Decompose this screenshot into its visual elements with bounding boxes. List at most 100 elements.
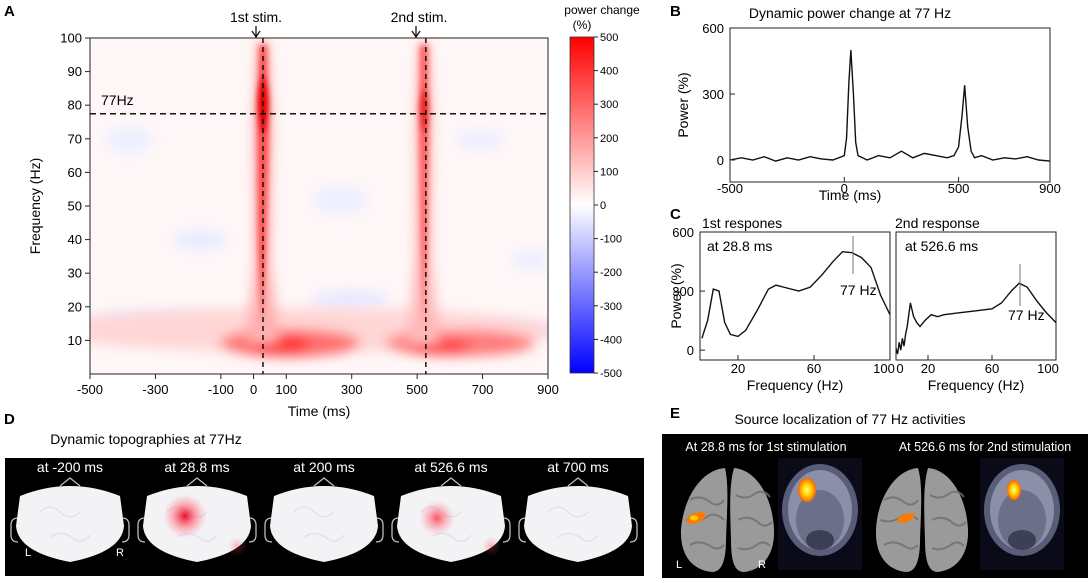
panel-c-right-frame <box>895 231 1057 361</box>
a-y-tick-label: 40 <box>68 232 82 247</box>
panel-c-right-spectrum <box>895 282 1057 355</box>
colorbar-tick-label: -400 <box>600 334 622 346</box>
c-right-x-tick-label: 20 <box>921 361 935 376</box>
ref-line-label: 77Hz <box>101 92 134 108</box>
panel-c-right-time: at 526.6 ms <box>905 238 978 254</box>
topo-contours <box>293 506 345 542</box>
c-y-tick-label: 0 <box>687 343 694 358</box>
panel-a-ylabel: Frequency (Hz) <box>27 158 43 254</box>
topo-frame-label: at -200 ms <box>37 459 103 475</box>
colorbar-ticks: 500 400 300 200 100 0 -100 -200 -300 -400 -500 <box>594 32 622 380</box>
topo-activation-blob <box>419 500 455 536</box>
brain-surface-left <box>680 468 775 572</box>
a-x-tick-label: -500 <box>77 382 103 397</box>
topo-left-ear <box>391 517 400 543</box>
topo-activation-blob <box>481 536 501 556</box>
panel-c-left-spectrum <box>701 250 891 339</box>
c-left-x-tick-label: 100 <box>873 361 895 376</box>
panel-c-letter: C <box>670 206 681 223</box>
a-x-tick-label: -100 <box>208 382 234 397</box>
panel-c-left-frame <box>699 231 891 361</box>
colorbar-tick-label: 0 <box>600 200 606 212</box>
a-x-tick-label: -300 <box>142 382 168 397</box>
panel-a-xlabel: Time (ms) <box>288 403 350 419</box>
a-y-tick-label: 100 <box>60 31 82 46</box>
topo-frame: at 28.8 ms <box>137 459 257 562</box>
topo-frame-label: at 28.8 ms <box>164 459 229 475</box>
panel-a-y-ticks: 10 20 30 40 50 60 70 80 90 100 <box>60 31 90 348</box>
b-x-tick-label: -500 <box>717 181 743 196</box>
a-x-tick-label: 700 <box>472 382 494 397</box>
panel-a-x-ticks: -500 -300 -100 0 100 300 500 700 900 <box>77 374 559 397</box>
topo-left-ear <box>518 517 527 543</box>
stim-1-arrow <box>251 26 261 39</box>
panel-e-right-caption: At 526.6 ms for 2nd stimulation <box>899 440 1071 454</box>
colorbar-tick-label: 100 <box>600 166 618 178</box>
topo-left-ear <box>10 517 19 543</box>
panel-c-left-time: at 28.8 ms <box>707 238 772 254</box>
a-x-tick-label: 100 <box>275 382 297 397</box>
a-y-tick-label: 90 <box>68 64 82 79</box>
panel-c-left-title: 1st respones <box>702 215 782 231</box>
colorbar-tick-label: 300 <box>600 99 618 111</box>
a-x-tick-label: 300 <box>341 382 363 397</box>
topo-activation-blob <box>163 494 207 538</box>
panel-c-right-title: 2nd response <box>895 215 980 231</box>
mri-slice-left <box>778 458 862 570</box>
c-right-x-tick-label: 0 <box>896 361 903 376</box>
panel-b-title: Dynamic power change at 77 Hz <box>749 5 951 21</box>
colorbar-tick-label: -300 <box>600 301 622 313</box>
colorbar-tick-label: 500 <box>600 32 618 44</box>
panel-b-frame <box>729 27 1051 183</box>
colorbar <box>569 36 595 374</box>
brain-left-label-r: R <box>758 559 766 571</box>
colorbar-unit: (%) <box>573 18 592 32</box>
panel-d-title: Dynamic topographies at 77Hz <box>50 431 241 447</box>
panel-c-right-xlabel: Frequency (Hz) <box>928 377 1024 393</box>
colorbar-tick-label: 200 <box>600 133 618 145</box>
panel-a-heatmap <box>90 38 548 374</box>
topo-nose <box>59 477 81 487</box>
panel-b-xlabel: Time (ms) <box>819 187 881 203</box>
a-x-tick-label: 500 <box>406 382 428 397</box>
a-x-tick-label: 900 <box>537 382 559 397</box>
topo-right-ear <box>502 517 511 543</box>
topo-nose <box>313 477 335 487</box>
topo-head <box>270 486 378 562</box>
b-y-tick-label: 300 <box>702 87 724 102</box>
topo-nose <box>186 477 208 487</box>
c-y-tick-label: 300 <box>672 284 694 299</box>
topo-left-ear <box>264 517 273 543</box>
topo-right-ear <box>248 517 257 543</box>
colorbar-tick-label: -500 <box>600 368 622 380</box>
a-y-tick-label: 30 <box>68 266 82 281</box>
panel-b-ylabel: Power (%) <box>675 72 691 137</box>
topo-right-ear <box>375 517 384 543</box>
topo-frame-label: at 526.6 ms <box>414 459 487 475</box>
mri-slice-right <box>980 458 1064 570</box>
a-y-tick-label: 70 <box>68 131 82 146</box>
topo-nose <box>440 477 462 487</box>
a-y-tick-label: 80 <box>68 98 82 113</box>
panel-c-x-ticks: 20 60 100 0 20 60 100 <box>731 355 1059 376</box>
topography-row: at -200 ms at 28.8 ms at 200 ms at 526.6 ms… <box>10 459 638 562</box>
c-left-x-tick-label: 20 <box>731 361 745 376</box>
b-x-tick-label: 500 <box>948 181 970 196</box>
c-right-x-tick-label: 100 <box>1037 361 1059 376</box>
topo-frame: at 200 ms <box>264 459 384 562</box>
brain-surface-right <box>875 468 969 572</box>
topo-head <box>524 486 632 562</box>
topo-right-ear <box>121 517 130 543</box>
b-y-tick-label: 0 <box>717 153 724 168</box>
panel-e-letter: E <box>670 405 680 422</box>
colorbar-title: power change <box>564 3 640 17</box>
panel-e-left-caption: At 28.8 ms for 1st stimulation <box>685 440 846 454</box>
panel-e-title: Source localization of 77 Hz activities <box>734 411 965 427</box>
topo-activation-blob <box>227 536 247 556</box>
a-x-tick-label: 0 <box>250 382 257 397</box>
panel-b-power-line <box>729 49 1051 162</box>
colorbar-tick-label: 400 <box>600 66 618 78</box>
topo-right-label: R <box>116 547 124 559</box>
colorbar-tick-label: -200 <box>600 267 622 279</box>
topo-frame: at 700 ms <box>518 459 638 562</box>
